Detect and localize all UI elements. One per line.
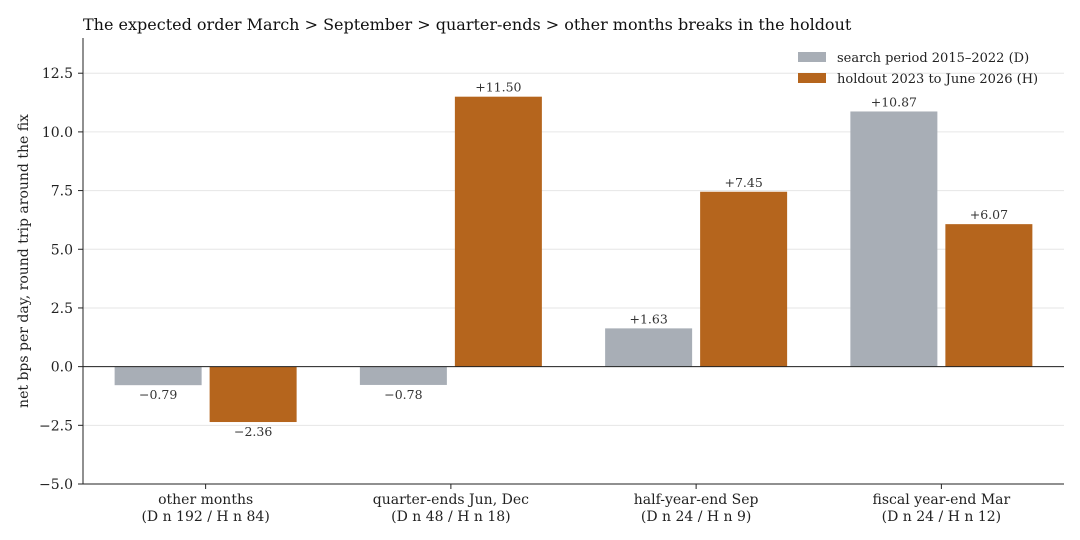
bar-series-2: [454, 96, 542, 367]
x-category-sublabel: (D n 24 / H n 12): [882, 509, 1001, 525]
legend: search period 2015–2022 (D) holdout 2023 …: [798, 51, 1038, 87]
y-axis-label: net bps per day, round trip around the f…: [16, 114, 32, 408]
x-category-label: half-year-end Sep: [634, 492, 759, 508]
data-labels: −0.79 −2.36 −0.78 +11.50 +1.63 +7.45 +10.87 +6.…: [139, 80, 1008, 439]
y-tick-label: 0.0: [51, 360, 73, 376]
data-label: −0.78: [384, 387, 422, 402]
legend-swatch: [798, 73, 826, 83]
y-tick-label: 12.5: [42, 66, 73, 82]
data-label: −2.36: [234, 424, 272, 439]
x-category-sublabel: (D n 24 / H n 9): [641, 509, 752, 525]
bar-series-1: [359, 366, 447, 385]
y-tick-label: 5.0: [51, 242, 73, 258]
data-label: +10.87: [871, 94, 917, 109]
bar-series-1: [114, 366, 202, 386]
data-label: +7.45: [724, 175, 762, 190]
data-label: +1.63: [629, 311, 667, 326]
data-label: +11.50: [475, 80, 521, 95]
bar-series-1: [605, 328, 693, 367]
legend-swatch: [798, 52, 826, 62]
bar-series-2: [945, 224, 1033, 367]
bar-series-2: [700, 191, 788, 367]
x-category-label: quarter-ends Jun, Dec: [373, 492, 529, 508]
bars: [114, 96, 1033, 423]
legend-label: holdout 2023 to June 2026 (H): [837, 72, 1038, 87]
x-category-sublabel: (D n 192 / H n 84): [141, 509, 269, 525]
data-label: −0.79: [139, 387, 177, 402]
data-label: +6.07: [970, 207, 1008, 222]
chart-title: The expected order March > September > q…: [83, 15, 852, 34]
x-category-sublabel: (D n 48 / H n 18): [391, 509, 510, 525]
y-tick-label: −5.0: [39, 477, 73, 493]
x-category-label: fiscal year-end Mar: [873, 492, 1011, 508]
x-category-label: other months: [158, 492, 253, 508]
axes: −5.0 −2.5 0.0 2.5 5.0 7.5 10.0 12.5 other months…: [39, 38, 1064, 525]
y-tick-label: −2.5: [39, 418, 73, 434]
bar-series-2: [209, 366, 297, 423]
y-tick-label: 7.5: [51, 184, 73, 200]
legend-label: search period 2015–2022 (D): [837, 51, 1029, 66]
bar-series-1: [850, 111, 938, 367]
y-tick-label: 2.5: [51, 301, 73, 317]
y-tick-label: 10.0: [42, 125, 73, 141]
